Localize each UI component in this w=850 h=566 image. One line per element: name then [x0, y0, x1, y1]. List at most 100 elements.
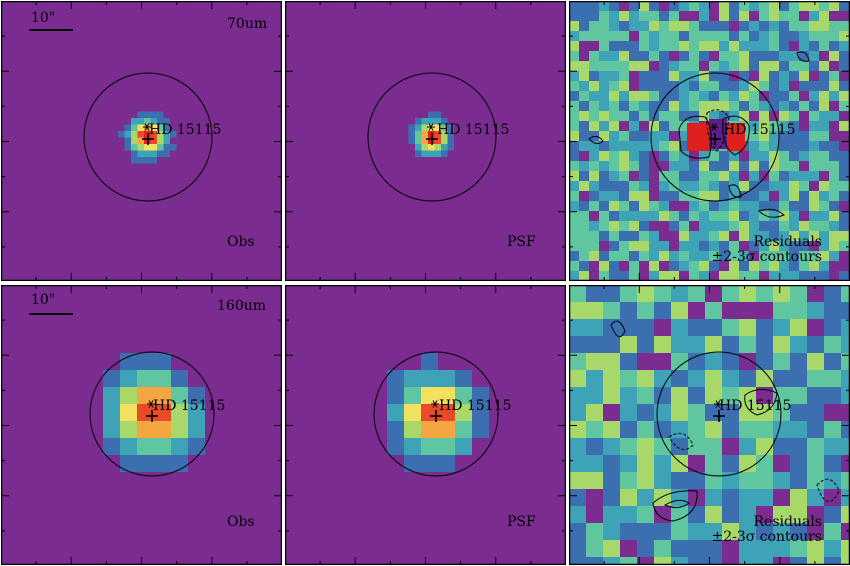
pixel-cell — [369, 254, 377, 262]
pixel-cell — [709, 101, 720, 112]
pixel-cell — [317, 27, 325, 34]
pixel-cell — [137, 40, 145, 47]
pixel-cell — [350, 144, 357, 151]
pixel-cell — [222, 222, 229, 229]
pixel-cell — [144, 170, 151, 177]
pixel-cell — [79, 170, 86, 177]
pixel-cell — [79, 111, 86, 119]
pixel-cell — [183, 79, 190, 86]
pixel-cell — [330, 144, 338, 151]
pixel-cell — [228, 7, 236, 15]
pixel-cell — [248, 111, 255, 119]
pixel-cell — [779, 161, 790, 172]
pixel-cell — [274, 189, 281, 197]
pixel-cell — [261, 202, 268, 210]
pixel-cell — [124, 20, 132, 28]
pixel-cell — [629, 131, 640, 142]
pixel-cell — [729, 171, 740, 182]
pixel-cell — [14, 235, 21, 242]
pixel-cell — [460, 274, 468, 281]
pixel-cell — [408, 66, 416, 73]
pixel-cell — [363, 144, 370, 151]
pixel-cell — [324, 111, 331, 119]
pixel-cell — [799, 51, 810, 62]
pixel-cell — [20, 170, 28, 177]
pixel-cell — [256, 302, 274, 320]
pixel-cell — [176, 14, 184, 21]
pixel-cell — [317, 196, 325, 203]
pixel-cell — [72, 14, 80, 21]
pixel-cell — [589, 241, 600, 252]
pixel-cell — [317, 66, 325, 73]
pixel-cell — [589, 61, 600, 72]
pixel-cell — [356, 163, 364, 171]
pixel-cell — [66, 222, 73, 229]
pixel-cell — [441, 118, 448, 125]
pixel-cell — [480, 137, 487, 145]
pixel-cell — [144, 202, 151, 210]
pixel-cell — [839, 191, 850, 202]
pixel-cell — [215, 241, 223, 249]
pixel-cell — [395, 183, 403, 190]
pixel-cell — [434, 196, 442, 203]
heatmap-70um-psf — [285, 1, 566, 281]
pixel-cell — [7, 46, 15, 54]
pixel-cell — [79, 85, 86, 93]
pixel-cell — [261, 111, 268, 119]
pixel-cell — [176, 196, 184, 203]
pixel-cell — [579, 141, 590, 152]
pixel-cell — [467, 228, 474, 236]
pixel-cell — [105, 196, 112, 203]
pixel-cell — [809, 221, 820, 232]
pixel-cell — [311, 202, 318, 210]
pixel-cell — [317, 79, 325, 86]
pixel-cell — [59, 215, 67, 223]
pixel-cell — [493, 105, 500, 112]
pixel-cell — [72, 209, 80, 216]
pixel-cell — [499, 105, 507, 112]
pixel-cell — [428, 144, 435, 151]
pixel-cell — [285, 66, 292, 73]
pixel-cell — [799, 91, 810, 102]
pixel-cell — [519, 72, 526, 80]
pixel-cell — [486, 124, 494, 132]
pixel-cell — [176, 241, 184, 249]
pixel-cell — [40, 261, 47, 268]
pixel-cell — [137, 27, 145, 34]
pixel-cell — [267, 105, 275, 112]
pixel-cell — [460, 40, 468, 47]
pixel-cell — [779, 61, 790, 72]
pixel-cell — [395, 124, 403, 132]
pixel-cell — [46, 66, 54, 73]
pixel-cell — [254, 235, 262, 242]
pixel-cell — [343, 176, 351, 184]
pixel-cell — [415, 7, 422, 15]
pixel-cell — [228, 163, 236, 171]
pixel-cell — [350, 228, 357, 236]
pixel-cell — [499, 209, 507, 216]
pixel-cell — [171, 438, 189, 456]
pixel-cell — [53, 131, 60, 138]
pixel-cell — [7, 248, 15, 255]
pixel-cell — [137, 370, 155, 388]
pixel-cell — [261, 170, 268, 177]
pixel-cell — [92, 111, 99, 119]
pixel-cell — [241, 163, 249, 171]
pixel-cell — [239, 421, 257, 439]
pixel-cell — [7, 53, 15, 60]
star-marker — [144, 123, 150, 131]
pixel-cell — [415, 189, 422, 197]
pixel-cell — [111, 33, 119, 41]
pixel-cell — [222, 1, 229, 8]
pixel-cell — [337, 202, 344, 210]
pixel-cell — [699, 91, 710, 102]
pixel-cell — [298, 27, 305, 34]
pixel-cell — [40, 137, 47, 145]
pixel-cell — [118, 261, 125, 268]
pixel-cell — [267, 150, 275, 158]
pixel-cell — [137, 59, 145, 67]
pixel-cell — [809, 61, 820, 72]
pixel-cell — [799, 161, 810, 172]
pixel-cell — [538, 267, 546, 275]
pixel-cell — [163, 170, 171, 177]
